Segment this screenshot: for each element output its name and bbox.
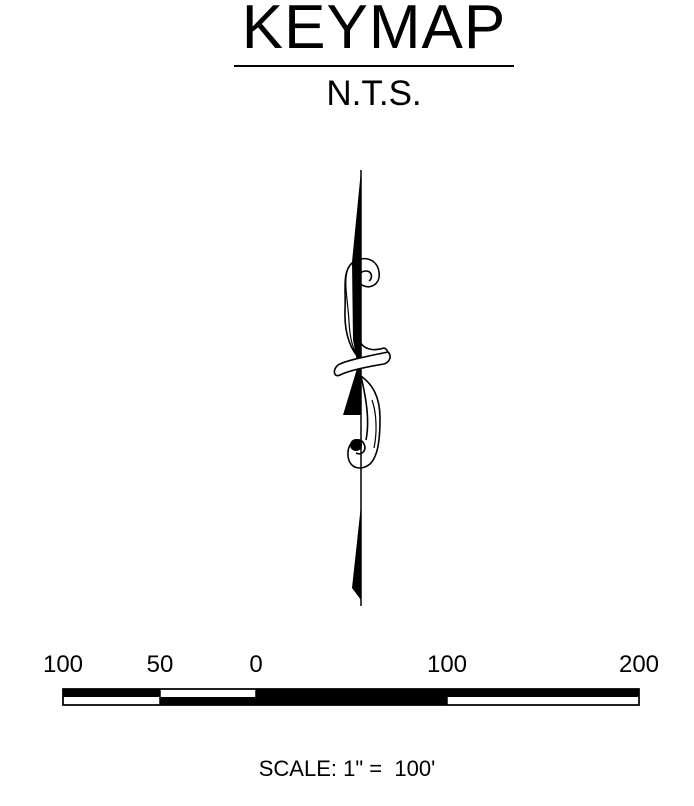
north-arrow-upper-scroll — [344, 257, 389, 363]
scale-note: SCALE: 1" = 100' — [0, 755, 694, 783]
scale-label-200: 200 — [618, 651, 660, 678]
scale-label-left-100: 100 — [42, 651, 84, 678]
scale-segment-100-50 — [63, 689, 160, 697]
north-arrow-ribbon — [333, 351, 391, 377]
north-arrow-lower-wedge — [352, 505, 361, 588]
scale-segment-50-0 — [160, 697, 256, 705]
scale-label-0: 0 — [249, 651, 263, 678]
north-arrow-icon — [333, 170, 391, 606]
scale-segment-0-100-top — [256, 689, 447, 697]
title-underline — [234, 65, 514, 67]
scale-label-100: 100 — [426, 651, 468, 678]
north-arrow-foot — [352, 588, 361, 600]
north-arrow-lower-scroll — [347, 375, 381, 469]
north-arrow-upper-scroll-inner — [345, 267, 359, 357]
scale-segment-0-100-bottom — [256, 697, 447, 705]
north-arrow-middle-wedge — [343, 362, 361, 415]
scale-bar — [62, 688, 640, 706]
scale-note-prefix: SCALE: 1" = — [258, 756, 389, 781]
keymap-title: KEYMAP — [241, 0, 507, 62]
north-arrow-lower-curl — [350, 439, 362, 451]
scale-segment-100-200 — [447, 689, 639, 697]
scale-label-50: 50 — [146, 651, 174, 678]
north-arrow-upper-wedge — [352, 170, 361, 362]
not-to-scale-label: N.T.S. — [326, 74, 422, 113]
north-arrow-lower-scroll-inner — [371, 399, 377, 449]
scale-note-value: 100' — [394, 756, 436, 781]
